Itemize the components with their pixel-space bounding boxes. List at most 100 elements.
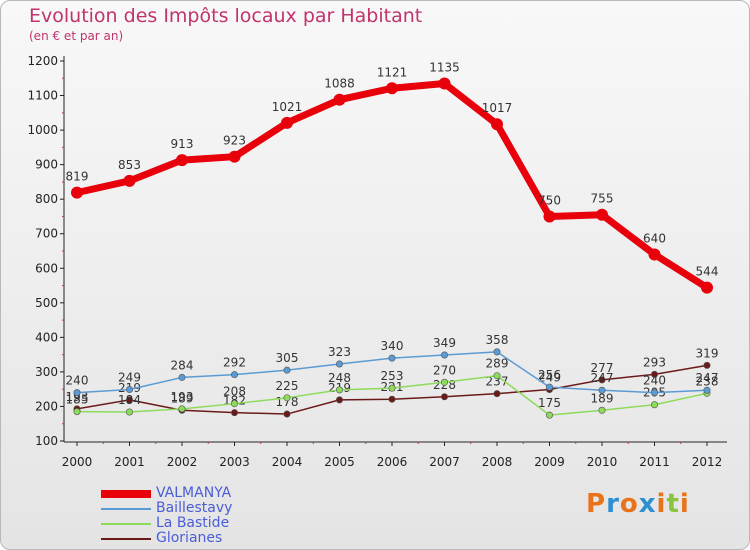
data-point: [228, 150, 241, 163]
data-label: 270: [433, 363, 456, 377]
data-label: 819: [66, 170, 89, 184]
data-point: [440, 351, 448, 359]
data-label: 305: [276, 351, 299, 365]
data-label: 544: [696, 265, 719, 279]
data-label: 249: [538, 371, 561, 385]
data-point: [71, 186, 83, 199]
data-label: 277: [591, 361, 614, 375]
y-tick-label: 1100: [27, 89, 58, 103]
data-point: [598, 386, 606, 394]
data-point: [493, 372, 501, 380]
data-label: 249: [118, 371, 141, 385]
y-tick-label: 1000: [27, 123, 58, 137]
legend-swatch: [101, 538, 151, 540]
logo-letter: i: [656, 489, 667, 519]
data-label: 913: [171, 137, 194, 151]
data-point: [598, 406, 606, 414]
y-tick-label: 700: [35, 227, 58, 241]
data-point: [178, 373, 186, 381]
data-label: 189: [591, 391, 614, 405]
legend-label: VALMANYA: [156, 485, 232, 501]
x-tick-label: 2002: [167, 455, 198, 469]
legend-label: Baillestavy: [156, 500, 233, 516]
data-label: 1088: [324, 77, 355, 91]
data-point: [703, 361, 711, 369]
data-point: [126, 408, 134, 416]
x-tick-label: 2008: [482, 455, 513, 469]
data-point: [126, 386, 134, 394]
x-tick-label: 2010: [587, 455, 618, 469]
data-point: [491, 118, 503, 131]
data-label: 923: [223, 134, 246, 148]
data-point: [386, 82, 398, 95]
data-point: [73, 389, 81, 397]
legend-label: Glorianes: [156, 530, 223, 546]
data-label: 284: [171, 358, 194, 372]
data-point: [493, 390, 501, 398]
data-point: [543, 210, 556, 223]
data-point: [493, 348, 501, 356]
y-tick-label: 1200: [27, 54, 58, 68]
data-point: [388, 384, 396, 392]
legend-label: La Bastide: [156, 515, 230, 531]
data-point: [123, 174, 136, 187]
data-label: 240: [643, 374, 666, 388]
y-tick-label: 200: [35, 399, 58, 413]
x-tick-label: 2004: [272, 455, 303, 469]
data-point: [335, 386, 343, 394]
data-point: [545, 411, 553, 419]
data-point: [283, 394, 291, 402]
x-tick-label: 2012: [692, 455, 723, 469]
legend-swatch: [101, 508, 151, 510]
chart-subtitle: (en € et par an): [29, 29, 124, 43]
data-label: 193: [66, 390, 89, 404]
data-label: 193: [171, 390, 194, 404]
data-label: 247: [591, 371, 614, 385]
y-tick-label: 600: [35, 261, 58, 275]
data-point: [283, 366, 291, 374]
data-label: 358: [486, 333, 509, 347]
data-point: [335, 396, 343, 404]
x-tick-label: 2011: [639, 455, 670, 469]
x-tick-label: 2000: [62, 455, 93, 469]
data-point: [545, 383, 553, 391]
data-label: 248: [328, 371, 351, 385]
logo-letter: r: [606, 489, 620, 519]
y-tick-label: 900: [35, 158, 58, 172]
logo-letter: x: [638, 489, 657, 519]
data-point: [176, 154, 188, 167]
data-label: 293: [643, 355, 666, 369]
data-label: 755: [591, 192, 614, 206]
data-point: [231, 400, 239, 408]
data-label: 1021: [272, 100, 303, 114]
data-point: [388, 354, 396, 362]
legend-swatch: [101, 523, 151, 525]
data-label: 323: [328, 345, 351, 359]
data-point: [440, 378, 448, 386]
data-point: [648, 248, 661, 261]
y-tick-label: 400: [35, 330, 58, 344]
data-label: 184: [118, 393, 141, 407]
x-tick-label: 2007: [429, 455, 460, 469]
data-point: [650, 389, 658, 397]
logo-letter: P: [586, 489, 607, 519]
x-tick-label: 2009: [534, 455, 565, 469]
data-label: 189: [171, 391, 194, 405]
data-label: 853: [118, 158, 141, 172]
data-label: 253: [381, 369, 404, 383]
data-label: 247: [696, 371, 719, 385]
x-tick-label: 2006: [377, 455, 408, 469]
data-label: 175: [538, 396, 561, 410]
data-label: 208: [223, 385, 246, 399]
data-point: [231, 371, 239, 379]
x-tick-label: 2003: [219, 455, 250, 469]
data-label: 640: [643, 231, 666, 245]
data-label: 240: [66, 374, 89, 388]
legend-swatch: [101, 490, 151, 498]
data-point: [283, 410, 291, 418]
data-point: [178, 405, 186, 413]
data-label: 1017: [482, 101, 513, 115]
data-label: 349: [433, 336, 456, 350]
